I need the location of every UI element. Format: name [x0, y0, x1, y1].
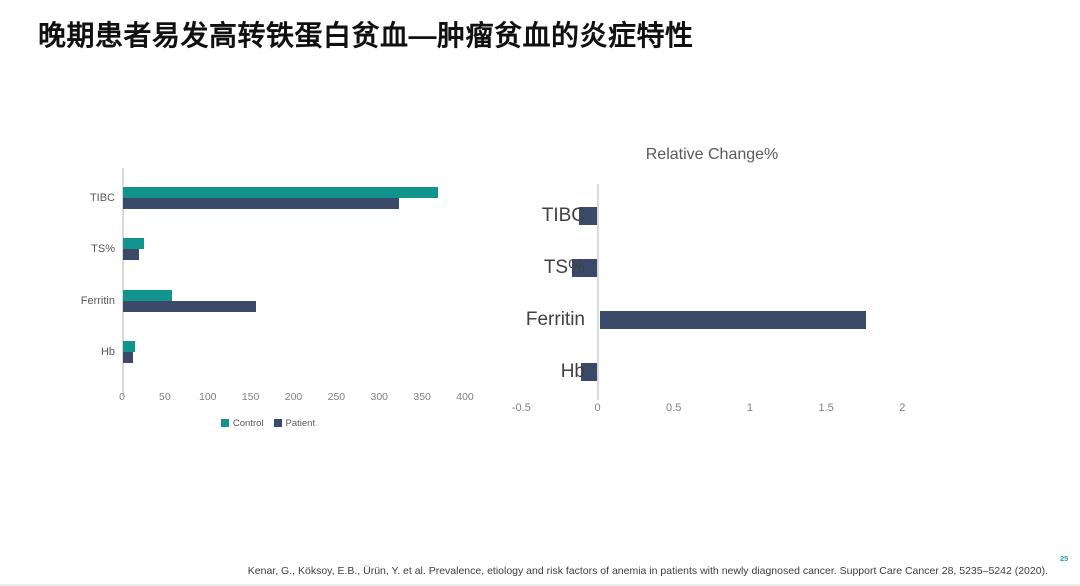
x-tick-label: 0 — [594, 402, 601, 414]
category-label: Hb — [100, 346, 115, 358]
bar-relative-change-TIBC — [579, 207, 598, 225]
x-tick-label: 0.5 — [666, 402, 682, 414]
bar-patient-TIBC — [123, 198, 400, 209]
x-tick-label: 1.5 — [818, 402, 834, 414]
legend-label-patient: Patient — [285, 417, 316, 429]
category-label: TIBC — [541, 205, 585, 226]
page-number: 25 — [1060, 554, 1069, 563]
slide-title: 晚期患者易发高转铁蛋白贫血—肿瘤贫血的炎症特性 — [38, 20, 694, 51]
bar-relative-change-Ferritin — [599, 311, 867, 329]
chart-legend: Control Patient — [58, 416, 478, 430]
category-label: TS% — [543, 257, 585, 278]
bar-control-TIBC — [123, 187, 438, 198]
bar-relative-change-Hb — [580, 362, 598, 381]
bar-patient-Ferritin — [123, 300, 256, 312]
bar-patient-Hb — [123, 352, 134, 363]
y-axis-line — [597, 184, 599, 400]
legend-item-control: Control — [220, 417, 264, 429]
control-swatch-icon — [220, 419, 229, 427]
category-label: Ferritin — [525, 309, 585, 330]
legend-item-patient: Patient — [273, 417, 316, 429]
category-label: TS% — [91, 243, 115, 256]
x-tick-label: 150 — [241, 391, 260, 403]
citation: Kenar, G., Köksoy, E.B., Ürün, Y. et al.… — [247, 565, 1048, 577]
x-tick-label: 2 — [899, 402, 906, 414]
bar-control-Ferritin — [123, 289, 172, 301]
chart-title: Relative Change% — [645, 146, 779, 163]
y-axis-line — [122, 168, 124, 396]
bar-control-Hb — [123, 341, 135, 352]
bar-patient-TS% — [123, 249, 140, 261]
x-tick-label: 200 — [284, 391, 303, 403]
patient-swatch-icon — [273, 419, 282, 427]
relative-change-chart: Relative Change% TIBC TS% Ferritin Hb -0.5 0 0… — [500, 140, 970, 430]
legend-label-control: Control — [232, 417, 264, 429]
slide-bottom-edge — [0, 584, 1080, 586]
x-tick-label: 100 — [198, 391, 217, 403]
x-tick-label: 400 — [456, 391, 474, 403]
category-label: Hb — [560, 360, 585, 382]
x-tick-label: 1 — [746, 402, 753, 414]
x-tick-label: 250 — [327, 391, 346, 403]
x-tick-label: 0 — [119, 391, 125, 403]
x-tick-label: 350 — [413, 391, 431, 403]
category-label: TIBC — [89, 192, 115, 204]
grouped-bar-chart: Control Patient TIBC TS% Ferritin Hb 0 50 100 1… — [58, 150, 498, 450]
x-tick-label: -0.5 — [511, 402, 531, 414]
bar-control-TS% — [123, 238, 144, 250]
x-tick-label: 300 — [370, 391, 389, 403]
category-label: Ferritin — [80, 294, 115, 307]
bar-relative-change-TS% — [571, 259, 598, 277]
x-tick-label: 50 — [159, 391, 171, 403]
